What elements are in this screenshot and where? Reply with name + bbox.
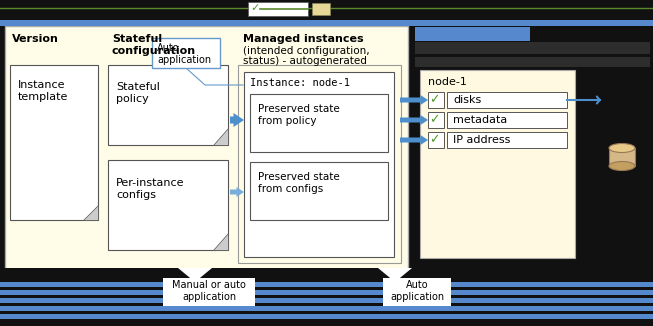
Bar [0,314,653,319]
Text: Stateful
policy: Stateful policy [116,82,160,104]
Bar [0,306,653,311]
Text: Instance: node-1: Instance: node-1 [250,78,350,88]
Polygon shape [400,135,428,145]
Text: Stateful
configuration: Stateful configuration [112,34,196,56]
Bar [415,27,530,41]
Text: Auto
application: Auto application [157,43,211,65]
Polygon shape [400,95,428,105]
Text: Managed instances: Managed instances [243,34,364,44]
Bar [10,65,98,220]
Bar [0,290,653,295]
Polygon shape [83,205,98,220]
Bar [238,65,401,263]
Bar [420,70,575,258]
Bar [163,278,255,306]
Bar [244,72,394,257]
Text: disks: disks [453,95,481,105]
Text: (intended configuration,: (intended configuration, [243,46,370,56]
Bar [609,148,635,166]
Bar [108,65,228,145]
Bar [248,2,308,16]
Text: ✓: ✓ [429,133,439,146]
Polygon shape [230,187,244,197]
Bar [108,160,228,250]
Polygon shape [400,115,428,125]
Bar [0,0,653,18]
Bar [415,42,650,54]
Bar [312,3,330,15]
Bar [447,132,567,148]
Bar [0,322,653,326]
Polygon shape [213,233,228,250]
Bar [428,112,444,128]
Polygon shape [230,113,244,127]
Bar [447,92,567,108]
Ellipse shape [609,143,635,153]
Bar [410,26,653,270]
Text: node-1: node-1 [428,77,467,87]
Bar [383,278,451,306]
Text: Instance
template: Instance template [18,80,69,102]
Bar [415,57,650,67]
Bar [0,298,653,303]
Polygon shape [178,268,212,282]
Bar [0,268,653,282]
Text: Per-instance
configs: Per-instance configs [116,178,185,200]
Text: Version: Version [12,34,59,44]
Ellipse shape [609,161,635,170]
Bar [447,112,567,128]
Text: metadata: metadata [453,115,507,125]
Text: ✓: ✓ [250,3,259,13]
Polygon shape [213,128,228,145]
Bar [152,38,220,68]
Text: ✓: ✓ [429,113,439,126]
Polygon shape [378,268,412,282]
Bar [428,132,444,148]
Text: Preserved state
from configs: Preserved state from configs [258,172,340,194]
Text: IP address: IP address [453,135,511,145]
Bar [0,20,653,26]
Text: Auto
application: Auto application [390,280,444,302]
Bar [428,92,444,108]
Text: ✓: ✓ [429,93,439,106]
Text: Preserved state
from policy: Preserved state from policy [258,104,340,126]
Text: status) - autogenerated: status) - autogenerated [243,56,367,66]
Bar [250,94,388,152]
Text: Manual or auto
application: Manual or auto application [172,280,246,302]
Bar [250,162,388,220]
Bar [5,26,408,270]
Bar [0,282,653,287]
